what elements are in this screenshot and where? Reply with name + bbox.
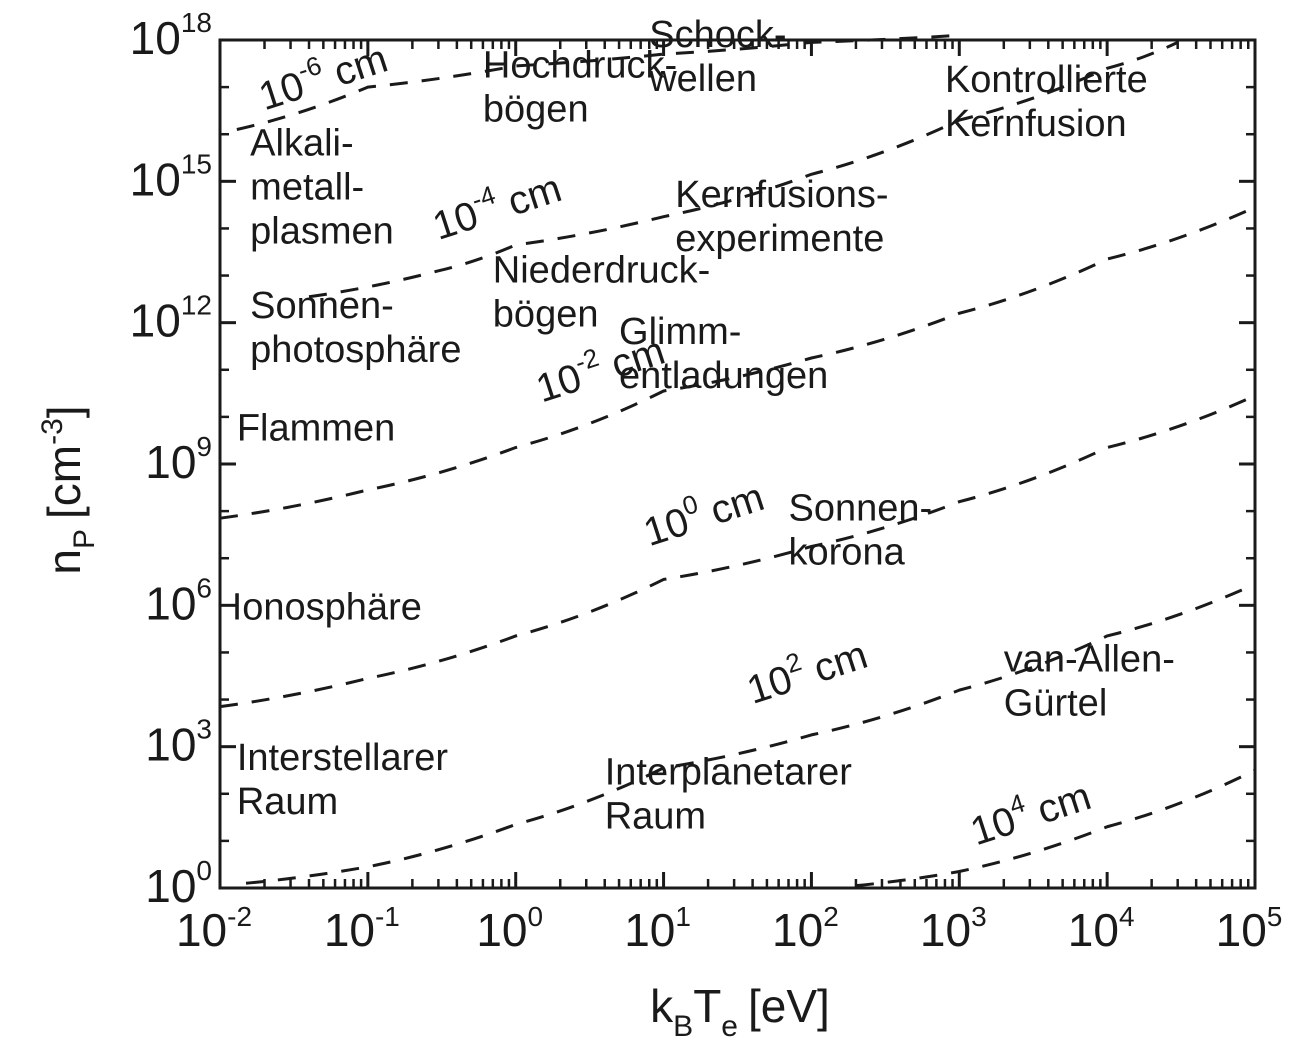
- y-axis-label: nP[cm-3]: [36, 405, 101, 574]
- x-tick-label: 105: [1216, 901, 1283, 956]
- region-label: Interplanetarer Raum: [605, 751, 852, 837]
- x-tick-label: 101: [624, 901, 691, 956]
- x-tick-labels: 10-2 10-1 100 101 102 103 104 105: [176, 901, 1282, 956]
- dashed-line: [308, 41, 1179, 299]
- line-label: 10-4 cm: [425, 159, 566, 248]
- line-label: 102 cm: [740, 626, 873, 713]
- y-tick-label: 1018: [130, 7, 212, 64]
- y-tick-label: 1012: [130, 290, 212, 347]
- region-label: Alkali-metall-plasmen: [250, 122, 394, 252]
- region-label: Niederdruck-bögen: [493, 250, 711, 336]
- line-label: 104 cm: [963, 768, 1096, 855]
- region-label: Hochdruck-bögen: [483, 45, 677, 131]
- dashed-line: [855, 768, 1256, 888]
- dashed-line: [219, 394, 1256, 709]
- x-tick-label: 10-2: [176, 901, 252, 956]
- region-label: Kernfusions-experimente: [675, 174, 888, 260]
- y-tick-labels: 100 103 106 109 1012 1015 1018: [130, 7, 212, 912]
- x-tick-label: 102: [772, 901, 839, 956]
- region-label: Sonnen-photosphäre: [250, 285, 461, 371]
- region-label: Schock-wellen: [648, 14, 786, 100]
- dashed-line: [219, 205, 1256, 520]
- y-tick-label: 100: [145, 855, 212, 912]
- y-tick-label: 109: [145, 431, 212, 488]
- y-tick-label: 106: [145, 572, 212, 629]
- line-label: 100 cm: [636, 468, 769, 555]
- plot-frame: [218, 38, 1257, 890]
- region-label: Flammen: [237, 407, 395, 449]
- x-tick-label: 103: [920, 901, 987, 956]
- region-label: van-Allen-Gürtel: [1004, 638, 1175, 724]
- dashed-line: [245, 582, 1256, 885]
- y-tick-label: 103: [145, 714, 212, 771]
- region-label: Glimm-entladungen: [619, 311, 828, 397]
- x-axis-label: kBTe [eV]: [650, 980, 830, 1038]
- dashed-line: [236, 33, 960, 131]
- region-label: Kontrollierte Kernfusion: [945, 59, 1148, 145]
- region-label: Interstellarer Raum: [237, 737, 449, 823]
- y-tick-label: 1015: [130, 148, 212, 205]
- x-tick-label: 100: [476, 901, 543, 956]
- region-label: Ionosphäre: [232, 586, 422, 628]
- x-tick-label: 10-1: [324, 901, 400, 956]
- x-tick-label: 104: [1068, 901, 1135, 956]
- region-label: Sonnen-korona: [789, 488, 933, 574]
- plot-lines: [219, 33, 1256, 888]
